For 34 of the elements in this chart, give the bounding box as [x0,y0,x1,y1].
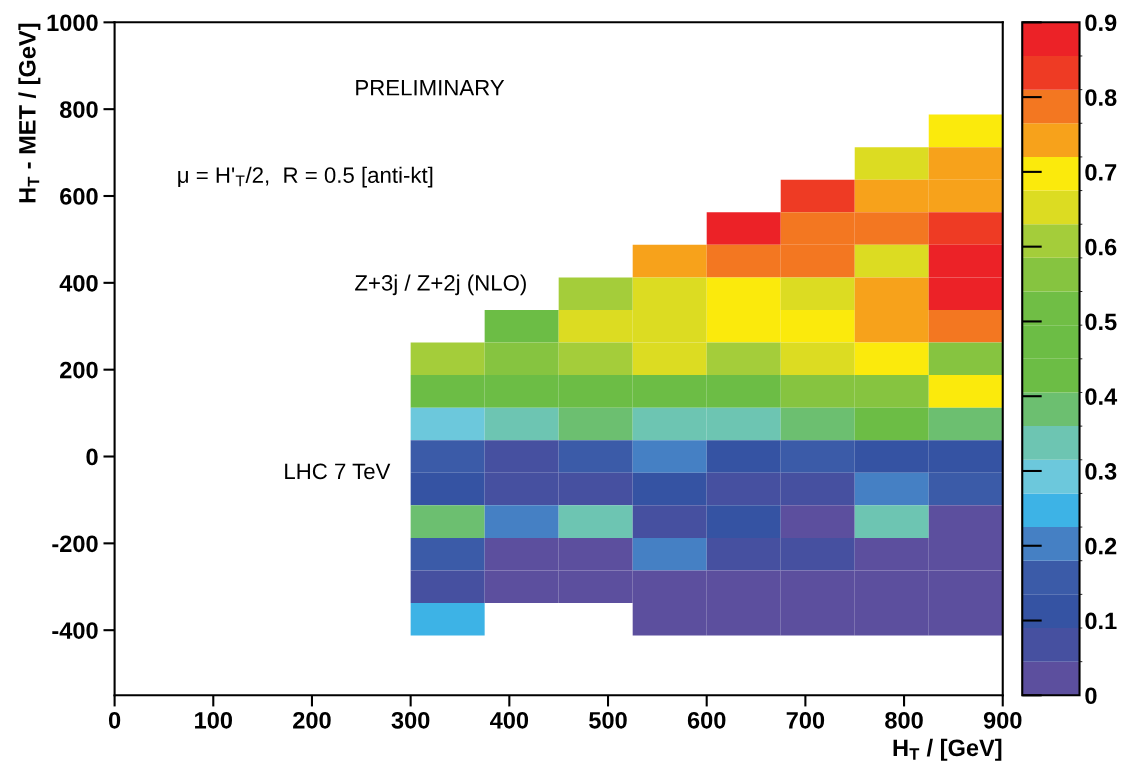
y-tick-label: 1000 [47,14,98,32]
x-axis-title: H$_{T}$ / [GeV] [893,738,1002,761]
color-bar-label: 0.9 [1085,14,1117,32]
color-bar-label: 0.7 [1085,163,1117,181]
color-bar-label: 0.3 [1085,463,1117,480]
x-tick-label: 400 [490,711,529,729]
annotation: PRELIMINARY [356,80,505,96]
x-tick-label: 600 [687,711,726,729]
y-tick-label: 800 [59,101,98,118]
y-tick-label: 400 [59,274,98,292]
x-tick-label: 700 [786,711,825,729]
y-axis-title: H$_{T}$ - MET / [GeV] [18,23,41,203]
color-bar-label: 0.4 [1085,388,1118,405]
color-bar-label: 0.2 [1085,537,1117,555]
x-tick-label: 800 [885,711,923,729]
annotation: LHC 7 TeV [285,463,391,480]
x-tick-label: 0 [108,711,121,729]
annotation: Z+3j / Z+2j (NLO) [355,274,526,296]
color-bar-label: 0.1 [1085,612,1117,630]
annotation: μ = H'$_{T}$/2, R = 0.5 [anti-kt] [178,166,433,188]
color-bar-label: 0.8 [1085,89,1117,106]
x-tick-label: 300 [391,711,430,729]
y-tick-label: -200 [52,535,98,553]
y-tick-label: 600 [60,188,98,205]
x-tick-label: 200 [293,711,331,729]
color-bar-label: 0.5 [1085,313,1117,331]
y-tick-label: 0 [86,448,98,466]
y-tick-label: -400 [52,622,98,639]
x-tick-label: 500 [589,711,627,729]
color-bar-label: 0.6 [1085,238,1117,256]
x-tick-label: 900 [983,711,1022,729]
color-bar-label: 0 [1085,687,1097,705]
y-tick-label: 200 [60,361,98,379]
x-tick-label: 100 [195,711,233,729]
